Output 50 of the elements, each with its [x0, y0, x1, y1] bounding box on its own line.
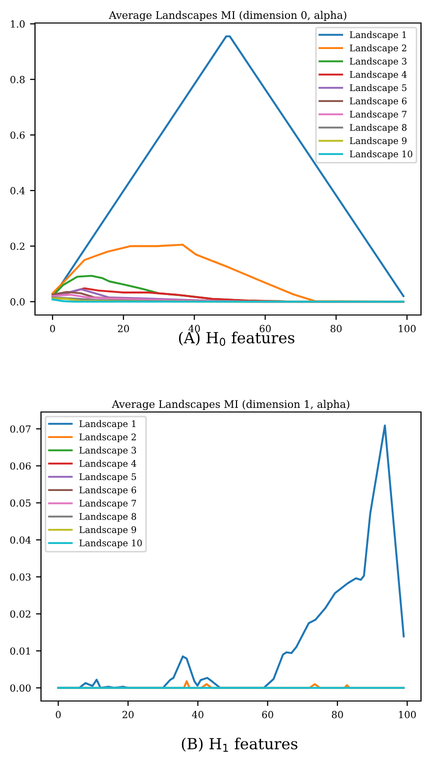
x-tick-label: 40	[188, 324, 200, 332]
legend-label: Landscape 8	[350, 124, 407, 133]
chart-title: Average Landscapes MI (dimension 0, alpha)	[108, 10, 346, 22]
legend-label: Landscape 10	[79, 539, 142, 548]
x-tick-label: 0	[50, 324, 55, 332]
chart-title: Average Landscapes MI (dimension 1, alpha)	[112, 400, 350, 410]
legend-label: Landscape 10	[350, 150, 412, 160]
y-tick-label: 1.0	[11, 20, 25, 28]
legend-label: Landscape 4	[350, 70, 407, 80]
y-tick-label: 0.01	[10, 647, 30, 655]
x-tick-label: 100	[398, 324, 416, 332]
y-tick-label: 0.05	[10, 499, 31, 507]
x-tick-label: 60	[260, 324, 271, 332]
legend-label: Landscape 6	[350, 97, 407, 106]
y-tick-label: 0.0	[10, 298, 25, 306]
x-tick-label: 0	[56, 710, 61, 718]
y-tick-label: 0.8	[10, 76, 25, 84]
y-tick-label: 0.6	[10, 131, 25, 139]
text: (B) H$_{1}$ features	[182, 738, 298, 752]
x-tick-label: 40	[192, 710, 204, 718]
y-tick-label: 0.2	[10, 242, 24, 250]
legend-label: Landscape 9	[79, 526, 136, 535]
x-tick-label: 20	[122, 710, 134, 718]
x-tick-label: 100	[399, 710, 416, 718]
x-tick-label: 20	[118, 324, 129, 332]
legend-label: Landscape 5	[79, 473, 136, 482]
legend-label: Landscape 1	[79, 420, 136, 429]
y-tick-label: 0.00	[10, 684, 31, 692]
legend-label: Landscape 4	[79, 460, 136, 469]
x-tick-label: 80	[332, 710, 343, 718]
legend-label: Landscape 9	[350, 137, 407, 146]
legend-label: Landscape 7	[350, 110, 406, 120]
legend-label: Landscape 5	[350, 84, 406, 93]
text: (A) H$_{0}$ features	[179, 332, 294, 346]
legend-label: Landscape 2	[350, 44, 406, 54]
x-tick-label: 80	[330, 324, 342, 332]
y-tick-label: 0.02	[10, 610, 30, 618]
legend-label: Landscape 3	[79, 446, 136, 456]
y-tick-label: 0.03	[10, 573, 31, 581]
legend-label: Landscape 8	[79, 512, 136, 522]
y-tick-label: 0.04	[10, 536, 31, 544]
y-tick-label: 0.4	[10, 187, 25, 194]
y-tick-label: 0.06	[10, 462, 31, 470]
legend-label: Landscape 2	[79, 433, 136, 442]
x-tick-label: 60	[262, 710, 274, 718]
legend-label: Landscape 1	[350, 31, 406, 40]
legend-label: Landscape 3	[350, 58, 406, 66]
legend-label: Landscape 6	[79, 486, 136, 496]
legend-label: Landscape 7	[79, 500, 136, 508]
y-tick-label: 0.07	[10, 425, 31, 433]
